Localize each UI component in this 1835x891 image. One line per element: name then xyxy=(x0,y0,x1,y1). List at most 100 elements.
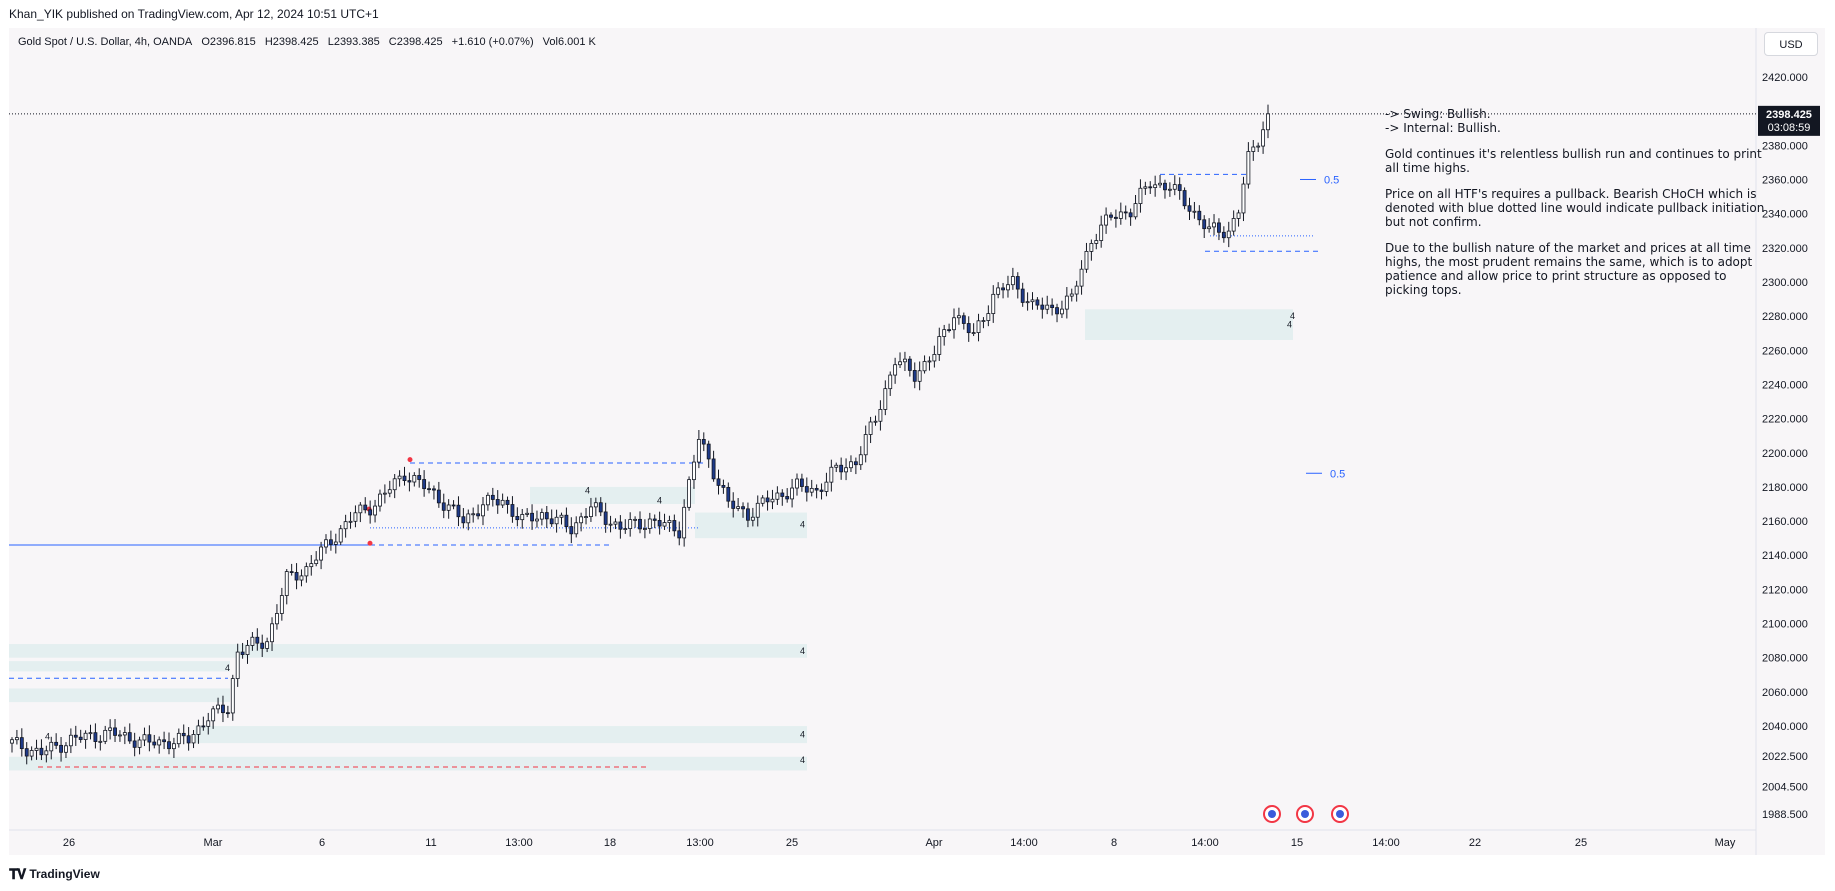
candle xyxy=(760,495,765,507)
candle xyxy=(1118,202,1123,225)
chart-area[interactable] xyxy=(9,28,1825,855)
bar-countdown: 03:08:59 xyxy=(1768,122,1811,134)
event-flag-center xyxy=(1268,810,1276,818)
currency-button[interactable]: USD xyxy=(1764,32,1818,56)
candle xyxy=(574,516,579,538)
x-tick-label: 25 xyxy=(1575,837,1587,849)
x-tick-label: 15 xyxy=(1291,837,1303,849)
candle xyxy=(1030,292,1035,310)
candle xyxy=(642,519,647,539)
candle xyxy=(981,317,986,329)
candle xyxy=(682,499,687,547)
candle xyxy=(451,500,456,510)
candle xyxy=(118,730,122,742)
candle xyxy=(736,498,741,512)
candle xyxy=(363,497,368,514)
candle xyxy=(157,736,162,754)
candle xyxy=(132,732,137,757)
candle xyxy=(14,729,19,745)
candle xyxy=(814,484,819,499)
candle xyxy=(589,497,593,522)
candle xyxy=(947,323,952,333)
candle xyxy=(868,416,873,444)
candle xyxy=(162,731,167,750)
candle xyxy=(539,508,544,526)
candle xyxy=(137,736,142,755)
y-tick-label: 2320.000 xyxy=(1762,243,1808,255)
candle xyxy=(520,508,525,529)
candle xyxy=(942,324,947,346)
candle xyxy=(152,734,157,749)
candle xyxy=(186,727,191,751)
candle xyxy=(328,530,333,551)
candle xyxy=(878,400,883,431)
candle xyxy=(804,477,809,502)
candle xyxy=(677,521,682,546)
candle xyxy=(996,282,1001,299)
candle xyxy=(1128,208,1133,226)
order-block-zone xyxy=(9,756,807,771)
candle xyxy=(986,305,991,327)
x-tick-label: 11 xyxy=(425,837,436,849)
swing-point-marker xyxy=(407,457,413,463)
x-tick-label: 22 xyxy=(1469,837,1481,849)
candle xyxy=(657,511,662,535)
x-tick-label: 14:00 xyxy=(1372,837,1400,849)
footer-brand[interactable]: 𝐓𝐕 TradingView xyxy=(9,863,100,885)
candle xyxy=(765,490,770,511)
candle xyxy=(647,512,652,534)
candle xyxy=(839,457,844,480)
candle xyxy=(1212,214,1216,236)
candle xyxy=(1001,282,1005,299)
y-tick-label: 2080.000 xyxy=(1762,653,1808,665)
x-tick-label: 14:00 xyxy=(1010,837,1038,849)
candle xyxy=(108,719,113,740)
symbol-legend: Gold Spot / U.S. Dollar, 4h, OANDA O2396… xyxy=(18,34,602,50)
candle xyxy=(245,639,250,664)
candle xyxy=(741,502,745,518)
candle xyxy=(790,478,795,508)
candle xyxy=(1109,212,1113,221)
candle xyxy=(348,511,353,529)
candle xyxy=(559,512,564,525)
candle xyxy=(260,634,265,657)
candle xyxy=(147,725,152,752)
candle xyxy=(485,492,490,511)
candle xyxy=(284,568,289,605)
y-tick-label: 2300.000 xyxy=(1762,277,1808,289)
candle xyxy=(324,534,328,554)
footer-brand-text: TradingView xyxy=(29,867,100,881)
y-tick-label: 2420.000 xyxy=(1762,72,1808,84)
candle xyxy=(932,345,937,368)
y-tick-label: 2180.000 xyxy=(1762,482,1808,494)
candle xyxy=(216,697,220,714)
candle xyxy=(343,514,348,538)
candle xyxy=(696,430,701,469)
y-tick-label: 2340.000 xyxy=(1762,209,1808,221)
candle xyxy=(1197,205,1202,226)
candle xyxy=(991,285,996,323)
candle xyxy=(721,479,726,494)
candle xyxy=(530,504,534,530)
candle xyxy=(255,628,260,651)
candle xyxy=(392,474,397,499)
zone-label: 4 xyxy=(800,730,805,740)
candle xyxy=(235,643,240,687)
x-tick-label: Mar xyxy=(204,837,223,849)
candle xyxy=(1192,201,1197,219)
candle xyxy=(176,728,181,748)
candle xyxy=(795,473,799,496)
candle xyxy=(692,454,696,489)
candle xyxy=(422,470,427,497)
candle xyxy=(952,308,956,339)
candle xyxy=(476,504,481,520)
candle xyxy=(294,563,299,590)
candle xyxy=(922,355,927,374)
author-name[interactable]: Khan_YIK xyxy=(9,7,64,21)
zone-label: 4 xyxy=(585,485,590,495)
candle xyxy=(1148,181,1153,194)
symbol-title[interactable]: Gold Spot / U.S. Dollar, 4h, OANDA xyxy=(18,36,193,48)
candle xyxy=(1045,295,1050,315)
candle xyxy=(279,587,284,621)
